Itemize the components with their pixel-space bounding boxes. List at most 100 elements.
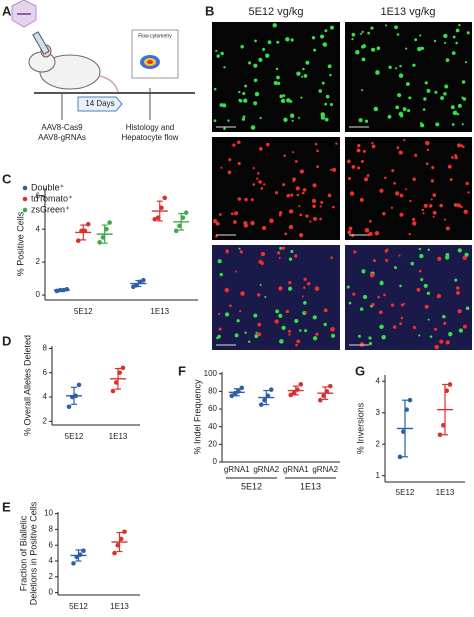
y-tick-label: 10 bbox=[44, 509, 53, 518]
data-point bbox=[177, 223, 182, 229]
cell bbox=[385, 24, 388, 27]
cell bbox=[323, 322, 327, 327]
cell bbox=[425, 140, 430, 146]
cell bbox=[368, 342, 373, 346]
cell bbox=[371, 47, 376, 52]
y-tick-label: 4 bbox=[36, 224, 41, 233]
cell bbox=[444, 41, 447, 44]
cell bbox=[388, 65, 392, 69]
cell bbox=[304, 310, 308, 314]
x-tick-label: 5E12 bbox=[74, 307, 93, 316]
cell bbox=[234, 270, 237, 273]
y-axis-label: % Overall Alleles Deleted bbox=[22, 335, 32, 436]
legend-marker bbox=[22, 196, 28, 202]
cell bbox=[314, 286, 320, 291]
schematic bbox=[11, 0, 195, 120]
cell bbox=[360, 32, 363, 35]
cell bbox=[424, 304, 429, 309]
cell bbox=[239, 250, 243, 254]
cell bbox=[379, 324, 384, 330]
cell bbox=[274, 319, 279, 324]
y-tick-label: 2 bbox=[36, 257, 41, 266]
cell bbox=[407, 109, 411, 113]
cell bbox=[227, 119, 230, 122]
cell bbox=[257, 322, 262, 327]
cell bbox=[363, 177, 369, 182]
data-point bbox=[122, 529, 127, 535]
cell bbox=[233, 220, 237, 224]
cell bbox=[320, 112, 326, 117]
y-tick-label: 0 bbox=[36, 290, 41, 299]
cell bbox=[242, 92, 246, 96]
cell bbox=[239, 310, 242, 313]
cell bbox=[444, 84, 449, 89]
cell bbox=[391, 169, 395, 173]
legend-label: Double⁺ bbox=[31, 182, 65, 192]
cell bbox=[280, 98, 286, 103]
cell bbox=[272, 23, 277, 28]
cell bbox=[325, 94, 330, 99]
data-point bbox=[66, 404, 72, 410]
cell bbox=[399, 322, 402, 325]
cell bbox=[412, 63, 416, 67]
cell bbox=[220, 166, 223, 169]
data-point bbox=[141, 277, 146, 283]
cell bbox=[217, 259, 222, 264]
cell bbox=[357, 144, 361, 148]
cell bbox=[281, 325, 286, 331]
cell bbox=[367, 31, 370, 35]
cell bbox=[422, 108, 426, 111]
cell bbox=[278, 211, 283, 215]
cell bbox=[309, 220, 312, 223]
data-point bbox=[114, 380, 119, 385]
cell bbox=[360, 45, 365, 49]
cell bbox=[434, 90, 438, 94]
cell bbox=[312, 315, 317, 320]
cell bbox=[258, 180, 262, 184]
cell bbox=[347, 176, 352, 181]
cell bbox=[387, 114, 392, 119]
cell bbox=[371, 144, 376, 149]
x-tick-label: 5E12 bbox=[65, 432, 84, 441]
cell bbox=[248, 340, 251, 343]
cell bbox=[282, 183, 286, 187]
cell bbox=[229, 304, 232, 308]
cell bbox=[225, 312, 230, 317]
legend-marker bbox=[22, 185, 28, 191]
data-point bbox=[134, 282, 139, 288]
cell bbox=[319, 205, 322, 208]
readout-label: Hepatocyte flow bbox=[122, 133, 179, 142]
panel-label: D bbox=[2, 333, 11, 348]
cell bbox=[223, 127, 226, 130]
cell bbox=[323, 308, 328, 313]
cell bbox=[464, 61, 468, 64]
data-point bbox=[110, 388, 116, 394]
cell bbox=[311, 198, 317, 203]
data-point bbox=[71, 561, 76, 566]
cell bbox=[434, 344, 440, 350]
cell bbox=[348, 226, 353, 231]
cell bbox=[262, 47, 266, 51]
y-tick-label: 40 bbox=[208, 422, 217, 431]
data-point bbox=[258, 402, 264, 407]
y-tick-label: 6 bbox=[36, 191, 41, 200]
cell bbox=[254, 91, 260, 97]
cell bbox=[303, 277, 307, 281]
data-point bbox=[229, 393, 235, 399]
data-point bbox=[107, 220, 112, 225]
cell bbox=[395, 191, 400, 196]
y-tick-label: 2 bbox=[376, 439, 381, 448]
cell bbox=[296, 71, 301, 76]
cell bbox=[443, 92, 447, 96]
data-point bbox=[81, 548, 86, 554]
cell bbox=[462, 324, 467, 329]
cell bbox=[294, 160, 298, 163]
x-tick-label: gRNA2 bbox=[312, 465, 338, 474]
y-tick-label: 60 bbox=[208, 404, 217, 413]
cell bbox=[319, 217, 322, 221]
cell bbox=[218, 327, 222, 331]
cell bbox=[455, 41, 458, 45]
cell bbox=[296, 339, 301, 344]
cell bbox=[458, 23, 461, 27]
cell bbox=[290, 38, 294, 42]
